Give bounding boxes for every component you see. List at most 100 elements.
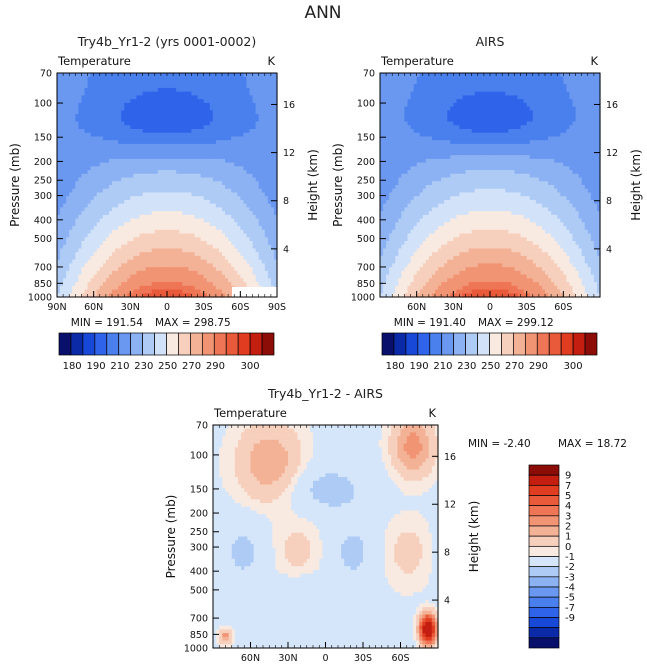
field-cell [176, 114, 180, 119]
field-cell [255, 102, 260, 108]
field-cell [115, 80, 119, 85]
field-cell [270, 84, 275, 89]
field-cell [243, 91, 248, 96]
field-cell [179, 117, 183, 123]
field-cell [222, 117, 226, 123]
field-cell [234, 76, 238, 82]
field-cell [185, 84, 189, 89]
field-cell [133, 125, 138, 130]
field-cell [200, 76, 205, 82]
field-cell [130, 140, 134, 145]
field-cell [200, 106, 205, 111]
field-cell [145, 91, 150, 96]
field-cell [108, 95, 113, 100]
field-cell [240, 136, 244, 141]
field-cell [84, 129, 89, 134]
field-cell [124, 114, 128, 119]
field-cell [173, 99, 177, 104]
field-cell [240, 76, 244, 82]
field-cell [228, 73, 232, 78]
field-cell [255, 125, 260, 130]
field-cell [157, 106, 162, 111]
field-cell [105, 114, 110, 119]
field-cell [112, 117, 116, 123]
field-cell [139, 136, 144, 141]
field-cell [270, 117, 275, 123]
field-cell [258, 95, 263, 100]
field-cell [237, 99, 241, 104]
field-cell [160, 87, 165, 93]
field-cell [197, 129, 202, 134]
field-cell [69, 129, 73, 134]
field-cell [273, 106, 278, 111]
field-cell [115, 87, 119, 93]
field-cell [87, 84, 92, 89]
field-cell [133, 132, 138, 138]
field-cell [228, 84, 232, 89]
field-cell [228, 110, 232, 115]
field-cell [81, 136, 86, 141]
field-cell [261, 125, 266, 130]
field-cell [182, 80, 186, 85]
field-cell [139, 76, 144, 82]
field-cell [237, 110, 241, 115]
field-cell [142, 129, 147, 134]
field-cell [167, 73, 171, 78]
field-cell [160, 84, 165, 89]
field-cell [234, 73, 238, 78]
field-cell [188, 95, 193, 100]
field-cell [206, 76, 211, 82]
field-cell [243, 80, 248, 85]
field-cell [173, 132, 177, 138]
field-cell [72, 84, 76, 89]
field-cell [87, 91, 92, 96]
field-cell [108, 114, 113, 119]
field-cell [225, 106, 229, 111]
figure-title: ANN [304, 3, 341, 23]
min-label-model: MIN = 191.54 [71, 317, 144, 329]
field-cell [225, 110, 229, 115]
field-cell [200, 125, 205, 130]
field-cell [215, 73, 220, 78]
field-cell [203, 136, 208, 141]
field-cell [179, 136, 183, 141]
field-cell [99, 76, 104, 82]
field-cell [99, 73, 104, 78]
field-cell [84, 125, 89, 130]
field-cell [173, 73, 177, 78]
field-cell [249, 136, 254, 141]
pressure-tick-label: 250 [34, 176, 52, 187]
field-cell [267, 84, 272, 89]
field-cell [154, 132, 159, 138]
field-cell [237, 102, 241, 108]
field-cell [222, 80, 226, 85]
field-cell [108, 80, 113, 85]
field-cell [93, 114, 98, 119]
field-cell [124, 102, 128, 108]
field-cell [200, 129, 205, 134]
field-cell [182, 106, 186, 111]
field-cell [69, 80, 73, 85]
field-cell [130, 117, 134, 123]
field-cell [212, 102, 217, 108]
field-cell [197, 106, 202, 111]
field-cell [105, 84, 110, 89]
field-cell [66, 76, 70, 82]
field-cell [121, 106, 125, 111]
field-cell [234, 129, 238, 134]
field-cell [66, 140, 70, 145]
field-cell [105, 125, 110, 130]
field-cell [252, 84, 257, 89]
field-cell [163, 136, 168, 141]
field-cell [191, 99, 196, 104]
field-cell [105, 136, 110, 141]
field-cell [273, 114, 278, 119]
field-cell [57, 121, 61, 126]
field-cell [206, 87, 211, 93]
field-cell [261, 95, 266, 100]
field-cell [84, 132, 89, 138]
field-cell [261, 76, 266, 82]
field-cell [185, 87, 189, 93]
field-cell [60, 140, 64, 145]
field-cell [267, 132, 272, 138]
